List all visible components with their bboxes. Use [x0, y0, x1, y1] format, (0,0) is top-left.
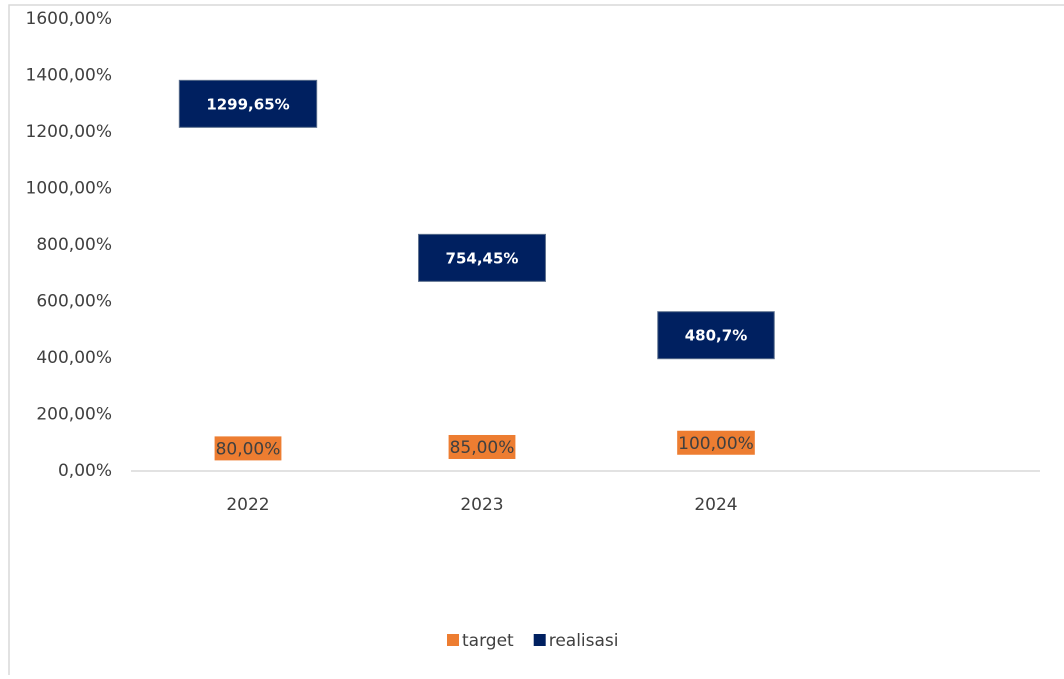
y-tick-label: 1000,00%	[26, 179, 112, 199]
data-label: 1299,65%	[178, 79, 318, 128]
y-tick-label: 0,00%	[58, 461, 112, 481]
label-box	[178, 79, 318, 128]
y-tick-label: 200,00%	[36, 405, 112, 425]
data-label: 80,00%	[214, 436, 282, 461]
legend-label: target	[462, 631, 514, 651]
label-box	[214, 436, 282, 461]
y-tick-label: 800,00%	[36, 235, 112, 255]
x-tick-label: 2023	[460, 495, 503, 515]
data-label: 480,7%	[657, 311, 775, 360]
data-label-text: 1299,65%	[206, 95, 289, 113]
chart-frame	[8, 4, 1064, 675]
x-tick-label: 2022	[226, 495, 269, 515]
legend-swatch	[533, 634, 546, 646]
data-label-text: 80,00%	[216, 439, 281, 459]
data-label: 754,45%	[418, 233, 546, 282]
label-box	[418, 233, 546, 282]
y-tick-label: 1200,00%	[26, 122, 112, 142]
data-label-text: 85,00%	[450, 438, 515, 458]
y-tick-label: 400,00%	[36, 348, 112, 368]
legend-swatch	[447, 634, 459, 646]
x-tick-label: 2024	[694, 495, 737, 515]
data-label: 85,00%	[448, 434, 516, 459]
data-label-text: 480,7%	[685, 327, 747, 345]
y-tick-label: 1600,00%	[26, 9, 112, 29]
label-box	[448, 434, 516, 459]
y-tick-label: 600,00%	[36, 292, 112, 312]
legend-label: realisasi	[549, 631, 619, 651]
y-tick-label: 1400,00%	[26, 66, 112, 86]
data-label: 100,00%	[677, 430, 755, 455]
label-box	[657, 311, 775, 360]
data-label-text: 754,45%	[446, 249, 519, 267]
data-label-text: 100,00%	[678, 434, 754, 454]
label-box	[677, 430, 755, 455]
